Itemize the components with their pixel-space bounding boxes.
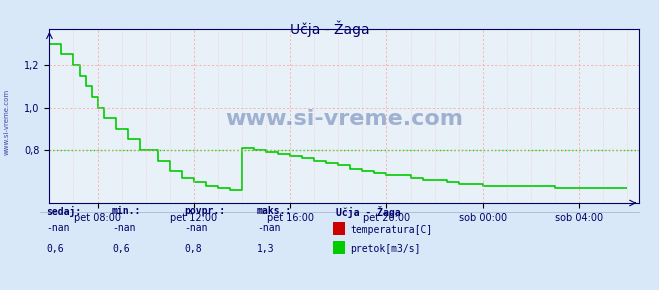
Text: min.:: min.: [112, 206, 142, 216]
Text: povpr.:: povpr.: [185, 206, 225, 216]
Text: -nan: -nan [257, 223, 281, 233]
Text: -nan: -nan [46, 223, 70, 233]
Text: maks.:: maks.: [257, 206, 292, 216]
Text: 0,6: 0,6 [112, 244, 130, 253]
Text: -nan: -nan [112, 223, 136, 233]
Text: Učja - Žaga: Učja - Žaga [336, 206, 401, 218]
Text: temperatura[C]: temperatura[C] [351, 225, 433, 235]
Text: 0,6: 0,6 [46, 244, 64, 253]
Text: sedaj:: sedaj: [46, 206, 81, 217]
Text: -nan: -nan [185, 223, 208, 233]
Text: www.si-vreme.com: www.si-vreme.com [225, 110, 463, 129]
Text: Učja - Žaga: Učja - Žaga [290, 20, 369, 37]
Text: 1,3: 1,3 [257, 244, 275, 253]
Text: pretok[m3/s]: pretok[m3/s] [351, 244, 421, 253]
Text: 0,8: 0,8 [185, 244, 202, 253]
Text: www.si-vreme.com: www.si-vreme.com [3, 89, 9, 155]
